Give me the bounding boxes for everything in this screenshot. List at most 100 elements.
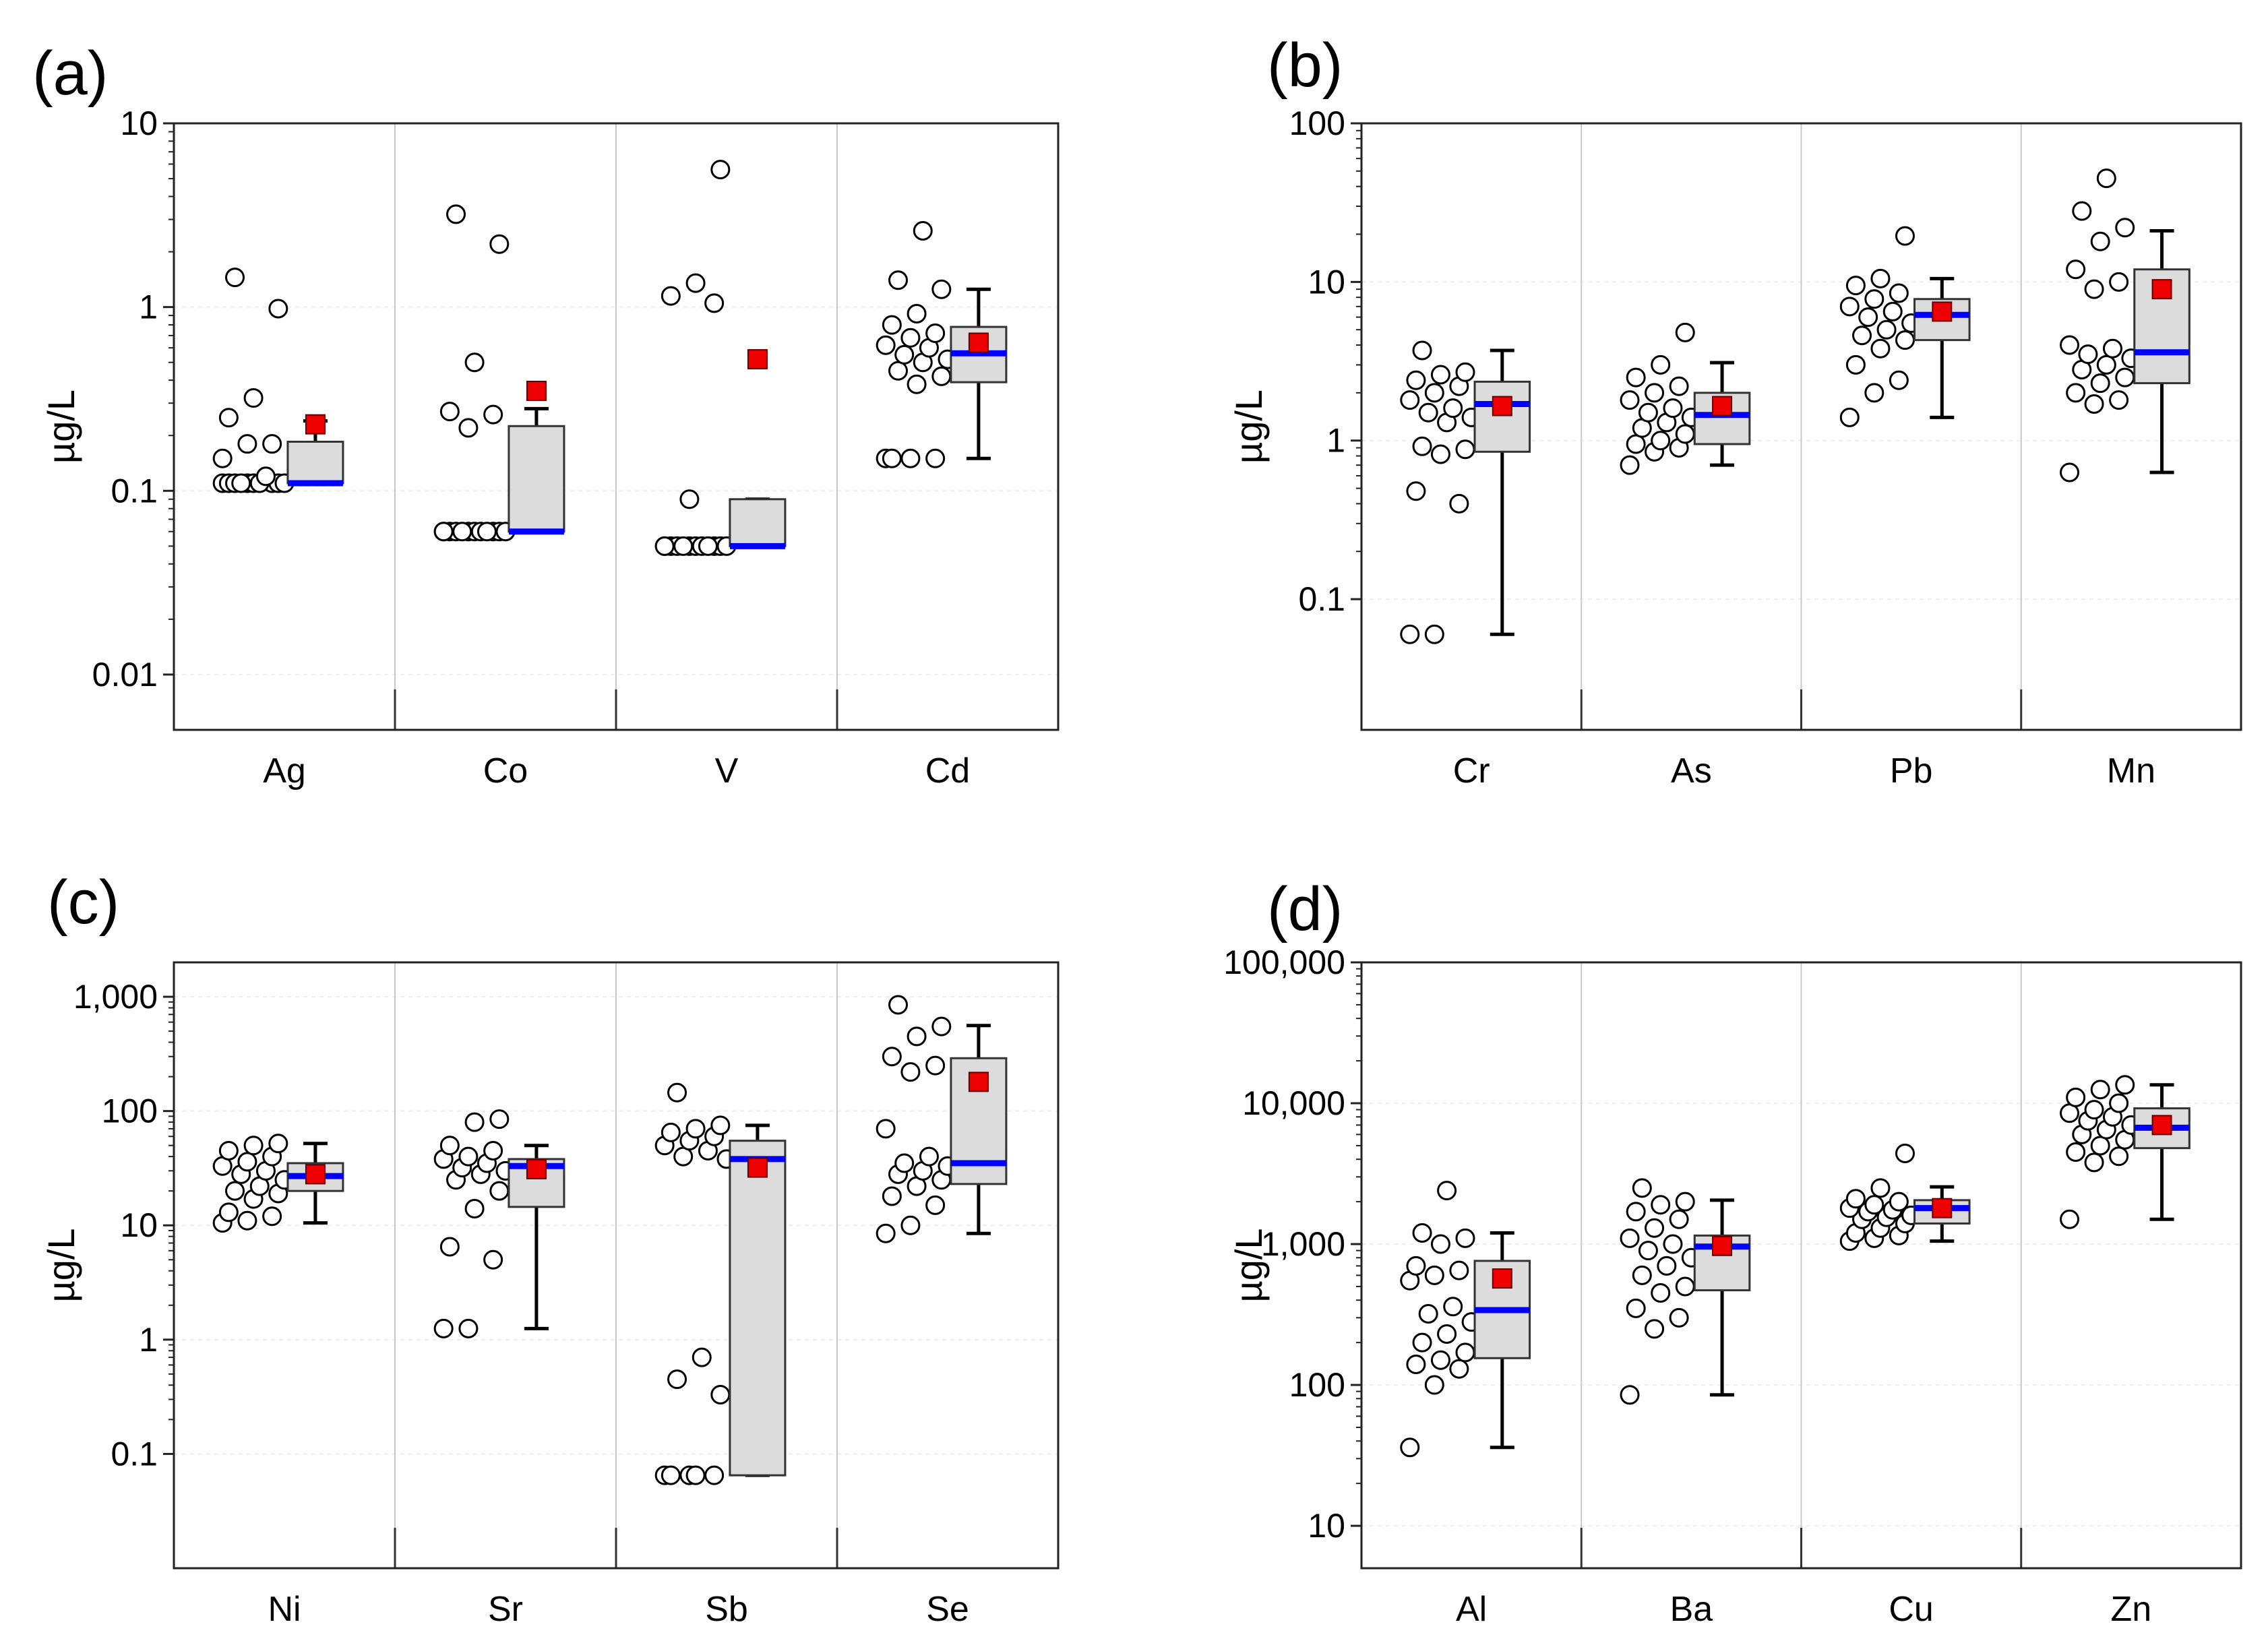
- data-point: [704, 293, 725, 313]
- data-point: [1424, 383, 1444, 403]
- data-point: [1858, 307, 1878, 328]
- data-point: [1620, 390, 1640, 410]
- y-tick-label: 0.1: [1298, 580, 1345, 618]
- data-point: [2096, 354, 2116, 375]
- data-point: [685, 1465, 706, 1485]
- category-label: Mn: [2107, 751, 2155, 791]
- data-point: [888, 270, 909, 290]
- data-point: [679, 489, 700, 509]
- category-label: Sr: [488, 1590, 523, 1629]
- y-axis-label: µg/L: [40, 390, 82, 464]
- data-point: [900, 328, 921, 348]
- y-tick-label: 100,000: [1223, 943, 1345, 981]
- mean-marker: [1932, 1198, 1953, 1218]
- y-tick-label: 100: [102, 1092, 158, 1130]
- data-point: [237, 1152, 257, 1172]
- y-tick-label: 10: [120, 104, 158, 142]
- data-point: [458, 418, 479, 438]
- data-point: [907, 304, 927, 324]
- data-point: [1430, 365, 1450, 385]
- data-point: [243, 388, 264, 408]
- data-point: [685, 273, 706, 293]
- y-tick-label: 1,000: [1261, 1225, 1345, 1263]
- data-point: [2090, 1136, 2110, 1156]
- data-point: [1663, 398, 1683, 419]
- data-point: [900, 448, 921, 468]
- category-label: Ni: [268, 1590, 301, 1629]
- data-point: [2072, 201, 2092, 221]
- data-point: [439, 1136, 460, 1156]
- data-point: [1870, 1178, 1891, 1198]
- data-point: [2060, 335, 2080, 355]
- data-point: [2109, 1093, 2129, 1113]
- data-point: [1455, 362, 1475, 382]
- data-point: [2090, 1080, 2110, 1100]
- data-point: [268, 1134, 288, 1154]
- data-point: [931, 1016, 952, 1036]
- data-point: [1663, 1234, 1683, 1254]
- data-point: [1430, 1350, 1450, 1370]
- data-point: [2084, 1100, 2104, 1120]
- data-point: [2109, 1146, 2129, 1167]
- data-point: [876, 335, 896, 355]
- data-point: [1400, 624, 1420, 644]
- data-point: [1400, 1437, 1420, 1458]
- data-point: [237, 1210, 257, 1231]
- mean-marker: [2151, 279, 2172, 300]
- data-point: [464, 1112, 485, 1132]
- data-point: [433, 522, 454, 542]
- data-point: [1449, 1359, 1469, 1379]
- data-point: [439, 402, 460, 422]
- y-tick-label: 100: [1289, 1366, 1345, 1404]
- category-sb: Sb: [654, 1082, 787, 1629]
- category-al: Al: [1400, 1181, 1531, 1629]
- y-tick-label: 0.1: [111, 1435, 158, 1473]
- category-sr: Sr: [433, 1109, 565, 1629]
- data-point: [1870, 338, 1891, 359]
- data-point: [1870, 268, 1891, 288]
- data-point: [464, 1198, 485, 1218]
- data-point: [654, 536, 675, 556]
- data-point: [1864, 383, 1884, 403]
- data-point: [1845, 1189, 1866, 1209]
- category-mn: Mn: [2060, 168, 2190, 791]
- data-point: [218, 1202, 239, 1222]
- data-point: [661, 1122, 681, 1142]
- data-point: [1443, 1297, 1463, 1317]
- data-point: [907, 374, 927, 394]
- data-point: [1437, 1181, 1457, 1201]
- mean-marker: [526, 380, 547, 401]
- data-point: [464, 352, 485, 373]
- y-axis-label: µg/L: [40, 1228, 82, 1302]
- data-point: [1626, 367, 1646, 388]
- data-point: [1412, 1332, 1432, 1353]
- data-point: [1889, 1191, 1909, 1212]
- data-point: [1455, 439, 1475, 460]
- data-point: [710, 1115, 731, 1136]
- data-point: [900, 1215, 921, 1235]
- data-point: [1626, 434, 1646, 454]
- data-point: [1645, 1319, 1665, 1339]
- data-point: [1651, 1283, 1671, 1303]
- data-point: [2115, 218, 2135, 238]
- data-point: [1632, 1265, 1652, 1285]
- mean-marker: [1492, 396, 1512, 416]
- y-tick-label: 1: [139, 288, 158, 326]
- data-point: [212, 448, 233, 468]
- data-point: [237, 434, 257, 454]
- data-point: [218, 408, 239, 428]
- data-point: [1651, 431, 1671, 451]
- data-point: [1845, 354, 1866, 375]
- data-point: [243, 1136, 264, 1156]
- data-point: [1412, 340, 1432, 361]
- data-point: [882, 448, 902, 468]
- y-axis-label: µg/L: [1227, 1228, 1270, 1302]
- mean-marker: [968, 1072, 989, 1092]
- data-point: [1430, 1234, 1450, 1254]
- y-tick-label: 10,000: [1242, 1084, 1345, 1122]
- iqr-box: [286, 440, 344, 485]
- data-point: [262, 1206, 282, 1227]
- data-point: [1406, 370, 1426, 390]
- data-point: [255, 466, 276, 487]
- data-point: [1675, 424, 1695, 444]
